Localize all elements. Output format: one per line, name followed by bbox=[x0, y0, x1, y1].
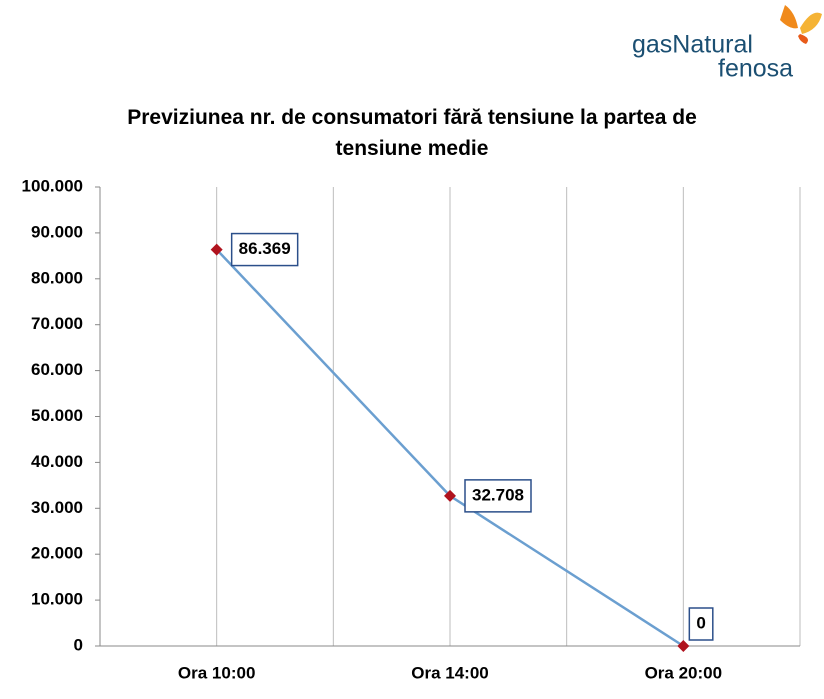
y-tick-label: 0 bbox=[74, 635, 83, 654]
data-label-box bbox=[230, 232, 299, 267]
y-tick-label: 100.000 bbox=[22, 176, 83, 195]
x-tick-label: Ora 10:00 bbox=[178, 663, 256, 682]
y-tick-label: 60.000 bbox=[31, 360, 83, 379]
y-tick-label: 40.000 bbox=[31, 452, 83, 471]
y-tick-label: 10.000 bbox=[31, 590, 83, 609]
y-tick-label: 70.000 bbox=[31, 314, 83, 333]
logo-text: fenosa bbox=[718, 55, 793, 83]
y-tick-label: 20.000 bbox=[31, 544, 83, 563]
y-tick-label: 90.000 bbox=[31, 222, 83, 241]
marker bbox=[210, 243, 223, 256]
data-label: 32.708 bbox=[472, 485, 524, 504]
x-tick-label: Ora 20:00 bbox=[645, 663, 723, 682]
x-tick-label: Ora 14:00 bbox=[411, 663, 489, 682]
marker bbox=[444, 489, 456, 502]
butterfly-wing bbox=[800, 12, 822, 35]
data-label: 86.369 bbox=[239, 239, 291, 258]
chart-title: Previziunea nr. de consumatori fără tens… bbox=[127, 106, 697, 160]
data-label-box bbox=[688, 607, 714, 641]
logo: gasNatural fenosa bbox=[632, 5, 822, 83]
y-tick-label: 80.000 bbox=[31, 268, 83, 287]
data-label-box bbox=[464, 479, 532, 513]
butterfly-wing bbox=[780, 5, 798, 29]
butterfly-wing bbox=[798, 34, 808, 44]
logo-text: gasNatural bbox=[632, 31, 753, 59]
marker bbox=[677, 640, 690, 652]
data-label: 0 bbox=[696, 613, 705, 632]
y-tick-label: 50.000 bbox=[31, 406, 83, 425]
y-tick-label: 30.000 bbox=[31, 498, 83, 517]
